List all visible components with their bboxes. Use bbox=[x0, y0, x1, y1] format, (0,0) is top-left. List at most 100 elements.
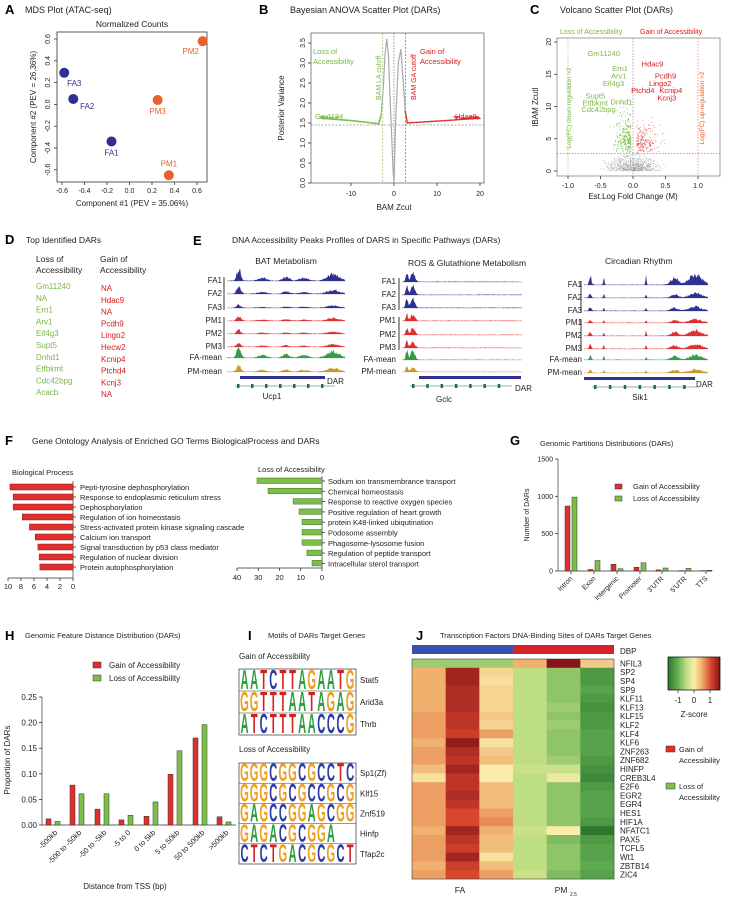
motif-letter: G bbox=[240, 759, 249, 787]
neutral-point bbox=[637, 154, 639, 156]
x-tick-label: 0.2 bbox=[147, 188, 157, 195]
heatmap-cell bbox=[580, 826, 615, 836]
neutral-point bbox=[649, 165, 651, 167]
neutral-point bbox=[609, 164, 611, 166]
heatmap-cell bbox=[546, 764, 581, 774]
loss-point bbox=[623, 106, 625, 108]
gain-point bbox=[656, 147, 658, 149]
data-point-pm2 bbox=[197, 36, 208, 47]
y-tick-label: 0.0 bbox=[45, 99, 52, 109]
go-term-label: Regulation of ion homeostasis bbox=[80, 513, 181, 522]
data-point-fa3 bbox=[59, 67, 70, 78]
neutral-point bbox=[619, 167, 621, 169]
panel-b-plot-frame bbox=[310, 32, 485, 184]
heatmap-cell bbox=[513, 773, 547, 783]
loss-point bbox=[624, 133, 626, 135]
neutral-point bbox=[609, 170, 611, 172]
loss-point bbox=[626, 126, 628, 128]
neutral-point bbox=[647, 158, 649, 160]
loss-point bbox=[630, 141, 632, 143]
row-label: HIF1A bbox=[620, 818, 643, 827]
neutral-point bbox=[656, 168, 658, 170]
gain-point bbox=[651, 143, 653, 145]
heatmap-cell bbox=[412, 852, 446, 862]
loss-point bbox=[627, 137, 629, 139]
neutral-point bbox=[633, 160, 635, 162]
loss-point bbox=[623, 136, 625, 138]
neutral-point bbox=[655, 166, 657, 168]
row-label: SP4 bbox=[620, 677, 636, 686]
x-tick-label: 30 bbox=[254, 573, 262, 582]
neutral-point bbox=[615, 167, 617, 169]
neutral-curve-right bbox=[393, 48, 408, 184]
track-label: PM3 bbox=[380, 343, 397, 352]
x-tick-label: 0 bbox=[320, 573, 324, 582]
motif-letter: T bbox=[270, 840, 277, 868]
go-term-label: Chemical homeostasis bbox=[328, 487, 404, 496]
neutral-point bbox=[652, 162, 654, 164]
exon-box bbox=[307, 384, 310, 388]
bar-gain bbox=[94, 808, 101, 826]
heatmap-cell bbox=[479, 755, 514, 765]
row-label: ZNF682 bbox=[620, 756, 649, 765]
loss-point bbox=[629, 138, 631, 140]
neutral-point bbox=[637, 169, 639, 171]
gain-point bbox=[649, 149, 651, 151]
dar-region-bar bbox=[584, 377, 695, 380]
neutral-point bbox=[634, 162, 636, 164]
neutral-point bbox=[605, 165, 607, 167]
loss-point bbox=[621, 142, 623, 144]
loss-gene: Ern1 bbox=[36, 306, 53, 315]
x-tick-label: -500kb bbox=[37, 828, 60, 851]
loss-point bbox=[624, 147, 626, 149]
panel-letter-d: D bbox=[5, 232, 14, 247]
motif-letter: C bbox=[269, 779, 277, 807]
neutral-point bbox=[616, 168, 618, 170]
row-label: CREB3L4 bbox=[620, 774, 656, 783]
loss-point bbox=[628, 131, 630, 133]
gain-point bbox=[636, 137, 638, 139]
accessibility-peak-track bbox=[227, 363, 345, 372]
neutral-point bbox=[652, 167, 654, 169]
motif-letter: G bbox=[288, 800, 297, 828]
motif-letter: C bbox=[298, 820, 306, 848]
heatmap-cell bbox=[513, 764, 547, 774]
neutral-point bbox=[636, 165, 638, 167]
neutral-point bbox=[646, 166, 648, 168]
neutral-point bbox=[631, 170, 633, 172]
loss-point bbox=[616, 109, 618, 111]
accessibility-peak-track bbox=[227, 316, 345, 321]
neutral-point bbox=[643, 162, 645, 164]
heatmap-cell bbox=[580, 685, 615, 695]
transcription-factor-label: Arid3a bbox=[360, 698, 384, 707]
heatmap-cell bbox=[445, 826, 480, 836]
heatmap-cell bbox=[412, 808, 446, 818]
heatmap-cell bbox=[445, 773, 480, 783]
neutral-point bbox=[645, 169, 647, 171]
motif-letter: T bbox=[260, 687, 267, 717]
neutral-point bbox=[611, 168, 613, 170]
neutral-point bbox=[659, 169, 661, 171]
heatmap-cell bbox=[546, 835, 581, 845]
motif-letter: A bbox=[298, 709, 306, 739]
x-tick-label: -1.0 bbox=[562, 183, 574, 190]
gain-gene: NA bbox=[101, 308, 113, 317]
loss-point bbox=[616, 150, 618, 152]
point-label: PM2 bbox=[182, 47, 199, 56]
neutral-point bbox=[642, 168, 644, 170]
neutral-point bbox=[636, 159, 638, 161]
neutral-point bbox=[617, 164, 619, 166]
gain-point bbox=[649, 140, 651, 142]
legend-swatch bbox=[665, 745, 676, 753]
heatmap-cell bbox=[513, 703, 547, 713]
loss-point bbox=[622, 103, 624, 105]
motif-letter: G bbox=[346, 779, 355, 807]
neutral-point bbox=[633, 164, 635, 166]
column-header: Accessibility bbox=[36, 265, 83, 275]
neutral-point bbox=[643, 159, 645, 161]
gain-point bbox=[643, 123, 645, 125]
neutral-point bbox=[630, 165, 632, 167]
neutral-curve-left bbox=[380, 38, 395, 184]
track-label: FA-mean bbox=[550, 355, 582, 364]
heatmap-cell bbox=[479, 808, 514, 818]
